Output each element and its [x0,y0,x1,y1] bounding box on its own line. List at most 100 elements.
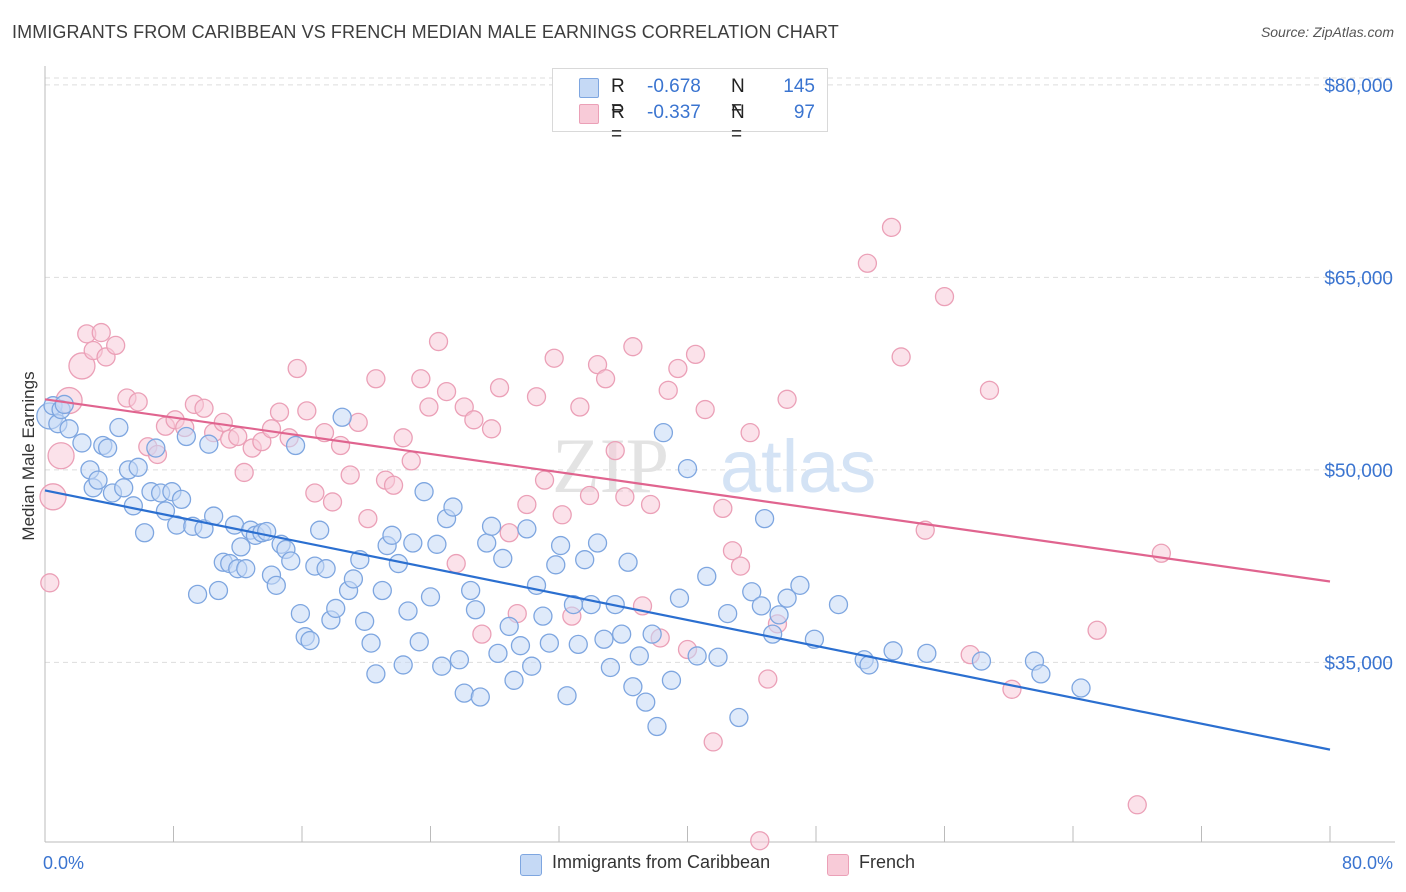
caribbean-point [146,438,166,458]
french-point [47,442,75,470]
caribbean-point [224,515,245,535]
caribbean-point [361,633,381,653]
french-point [740,423,760,443]
french-point [472,624,492,644]
y-tick-label: $65,000 [1324,268,1393,289]
french-point [668,358,688,379]
bottom-legend-swatch-blue [520,854,542,876]
french-point [314,423,335,443]
french-point [881,217,902,237]
french-point [695,399,715,420]
caribbean-point [661,670,682,690]
french-point [39,483,67,511]
caribbean-trend-line [44,489,1331,751]
french-point [269,402,290,422]
caribbean-point [281,551,301,571]
caribbean-point [231,537,251,557]
french-point [40,573,60,593]
french-point [358,508,378,529]
y-tick-label: $80,000 [1324,76,1393,97]
french-point [1127,795,1147,815]
caribbean-point [557,686,577,706]
caribbean-point [708,647,728,667]
french-point [758,669,778,689]
caribbean-point [481,516,502,536]
french-point [1087,620,1107,640]
legend-r-value: -0.678 [647,76,701,97]
caribbean-point [461,580,481,601]
caribbean-point [290,603,311,624]
caribbean-point [398,601,418,621]
french-point [552,505,572,525]
caribbean-point [575,550,595,570]
french-point [393,428,413,448]
french-point [340,465,360,485]
french-point [605,440,625,461]
caribbean-point [114,478,134,498]
caribbean-point [539,633,560,653]
caribbean-point [762,624,783,644]
french-trend-line [44,398,1331,583]
caribbean-point [285,435,306,456]
caribbean-point [372,580,392,601]
french-point [383,475,404,495]
french-point [891,347,911,367]
legend-r-value: -0.337 [647,102,701,123]
legend-r-label: R = [611,76,625,119]
french-point [570,397,590,417]
caribbean-point [449,650,470,670]
caribbean-point [568,634,588,655]
caribbean-point [427,534,447,554]
caribbean-point [647,716,667,737]
caribbean-point [266,575,286,596]
caribbean-point [546,555,566,575]
caribbean-point [54,394,74,415]
caribbean-point [403,533,423,553]
caribbean-point [477,533,497,553]
legend-r-label: R = [611,102,625,145]
french-point [252,431,272,452]
french-point [722,541,743,561]
caribbean-point [97,438,118,458]
caribbean-point [465,600,486,620]
caribbean-point [550,535,571,556]
caribbean-point [754,508,775,529]
french-point [623,337,643,357]
x-tick-label: 0.0% [43,853,84,873]
caribbean-point [769,605,789,625]
french-point [330,435,351,456]
french-point [419,397,439,417]
caribbean-point [729,707,749,728]
french-point [640,494,661,515]
caribbean-point [669,588,690,608]
french-point [428,331,449,352]
french-point [658,380,678,400]
caribbean-point [790,575,810,596]
caribbean-point [493,548,513,569]
caribbean-point [742,582,762,602]
legend-swatch-blue [579,78,599,98]
french-point [615,487,635,507]
caribbean-point [883,641,903,661]
caribbean-point [587,533,608,553]
french-point [544,348,564,368]
caribbean-point [594,629,614,649]
caribbean-point [718,603,738,624]
caribbean-point [653,423,674,443]
caribbean-point [636,692,656,712]
french-point [685,344,706,365]
french-point [348,412,368,433]
axes [44,66,1395,843]
caribbean-point [382,525,402,545]
french-point [436,381,457,402]
watermark-zip: ZIP [552,422,669,509]
french-point [91,322,111,343]
correlation-legend: R = -0.678 N = 145 R = -0.337 N = 97 [552,68,828,145]
french-point [1002,679,1022,699]
caribbean-point [623,677,643,697]
french-point [979,380,1000,400]
caribbean-point [187,584,208,604]
legend-n-label: N = [731,102,745,145]
tick-labels: $35,000 $50,000 $65,000 $80,000 0.0% 80.0% [43,76,1393,873]
french-point [287,358,307,379]
